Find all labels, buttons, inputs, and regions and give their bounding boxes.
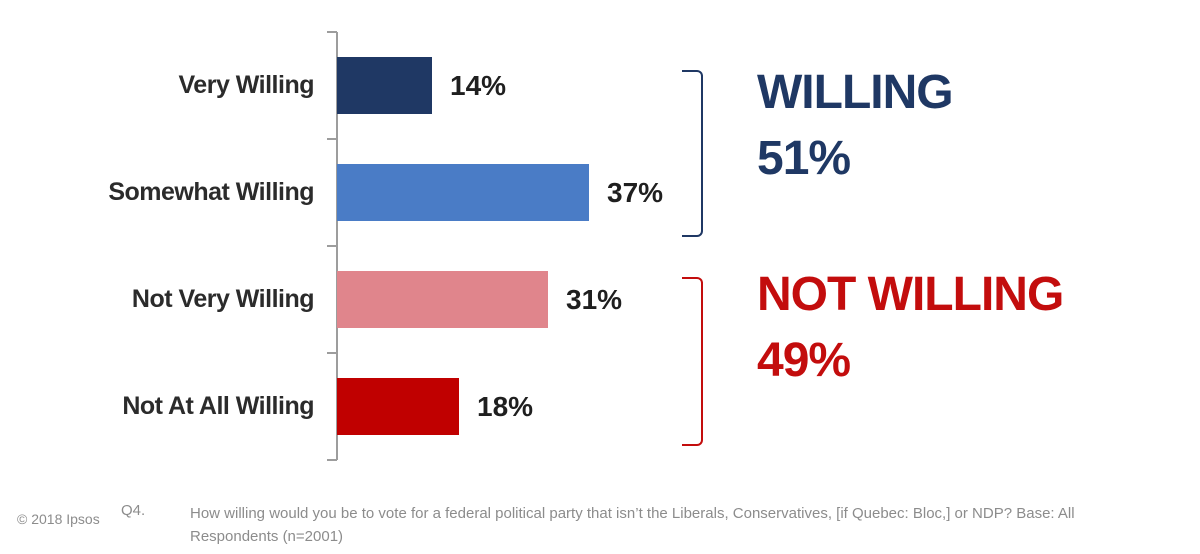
- not-willing-value: 49%: [757, 334, 851, 387]
- copyright-text: © 2018 Ipsos: [17, 511, 100, 527]
- axis-tick: [327, 138, 337, 140]
- not-willing-bracket: [682, 277, 703, 446]
- willing-label: WILLING: [757, 66, 954, 119]
- value-label: 37%: [607, 176, 664, 208]
- value-label: 14%: [450, 69, 507, 101]
- y-axis-line: [336, 32, 338, 460]
- question-number: Q4.: [121, 502, 146, 519]
- value-label: 18%: [477, 390, 534, 422]
- willing-value: 51%: [757, 132, 851, 185]
- category-label: Somewhat Willing: [108, 178, 314, 206]
- category-label: Not Very Willing: [131, 285, 315, 313]
- axis-tick: [327, 245, 337, 247]
- willing-bracket: [682, 70, 703, 237]
- bar: [337, 57, 432, 114]
- bar-row: Not At All Willing 18%: [0, 353, 1200, 460]
- axis-tick: [327, 31, 337, 33]
- value-label: 31%: [566, 283, 623, 315]
- bar-row: Very Willing 14%: [0, 32, 1200, 139]
- category-label: Very Willing: [178, 71, 315, 99]
- bar-row: Not Very Willing 31%: [0, 246, 1200, 353]
- not-willing-label: NOT WILLING: [757, 268, 1064, 321]
- willing-group-label: WILLING 51%: [757, 60, 954, 192]
- axis-tick: [327, 459, 337, 461]
- bar-row: Somewhat Willing 37%: [0, 139, 1200, 246]
- category-label: Not At All Willing: [122, 392, 314, 420]
- bar: [337, 271, 548, 328]
- axis-tick: [327, 352, 337, 354]
- question-text: How willing would you be to vote for a f…: [190, 505, 1075, 545]
- not-willing-group-label: NOT WILLING 49%: [757, 262, 1064, 394]
- bar: [337, 164, 589, 221]
- bar: [337, 378, 459, 435]
